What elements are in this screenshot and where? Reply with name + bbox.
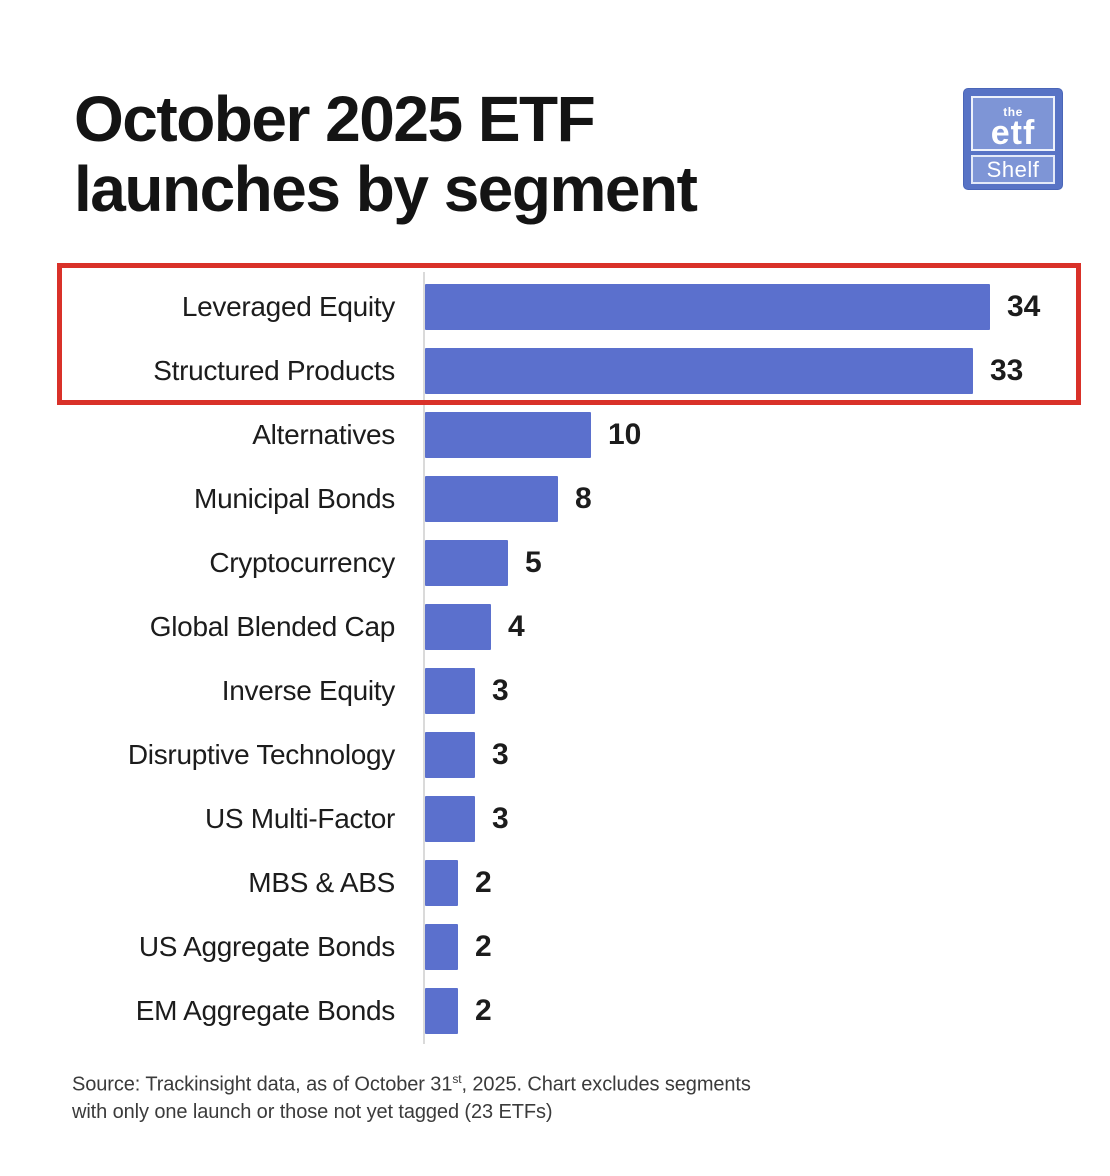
bar-zone: 5 <box>425 540 542 586</box>
chart-row: Leveraged Equity 34 <box>0 275 1110 339</box>
value-label: 2 <box>475 994 492 1027</box>
title-line-2: launches by segment <box>74 153 698 225</box>
chart-row: MBS & ABS 2 <box>0 851 1110 915</box>
logo-the-text: the <box>1003 105 1023 119</box>
chart-row: US Multi-Factor 3 <box>0 787 1110 851</box>
bar-chart: Leveraged Equity 34 Structured Products 33 A… <box>0 275 1110 1043</box>
bar-zone: 3 <box>425 732 509 778</box>
source-note: Source: Trackinsight data, as of October… <box>72 1066 751 1126</box>
source-text-after-sup: , 2025. Chart excludes segments <box>461 1073 751 1096</box>
bar <box>425 924 458 970</box>
etf-shelf-logo: the etf Shelf <box>963 88 1063 190</box>
category-label: US Aggregate Bonds <box>138 931 395 962</box>
value-label: 34 <box>1007 290 1041 323</box>
bar-zone: 2 <box>425 860 492 906</box>
value-label: 5 <box>525 546 542 579</box>
chart-row: Municipal Bonds 8 <box>0 467 1110 531</box>
category-label: MBS & ABS <box>248 867 395 898</box>
bar-zone: 3 <box>425 796 509 842</box>
bar-zone: 2 <box>425 924 492 970</box>
category-label: Disruptive Technology <box>127 739 395 770</box>
bar <box>425 988 458 1034</box>
bar-zone: 3 <box>425 668 509 714</box>
chart-row: Disruptive Technology 3 <box>0 723 1110 787</box>
bar <box>425 476 558 522</box>
logo-etf-text: etf <box>990 114 1036 152</box>
value-label: 10 <box>608 418 642 451</box>
bar-zone: 8 <box>425 476 592 522</box>
chart-row: Inverse Equity 3 <box>0 659 1110 723</box>
bar-zone: 10 <box>425 412 641 458</box>
logo-shelf-text: Shelf <box>971 155 1055 184</box>
bar <box>425 540 508 586</box>
bar-zone: 4 <box>425 604 525 650</box>
value-label: 8 <box>575 482 592 515</box>
category-label: Structured Products <box>153 355 395 386</box>
category-label: EM Aggregate Bonds <box>135 995 396 1026</box>
bar <box>425 796 475 842</box>
category-label: US Multi-Factor <box>205 803 395 834</box>
category-label: Leveraged Equity <box>181 291 395 322</box>
category-label: Municipal Bonds <box>194 483 395 514</box>
source-text-before-sup: Source: Trackinsight data, as of October… <box>72 1073 453 1096</box>
source-superscript: st <box>452 1072 462 1086</box>
chart-row: US Aggregate Bonds 2 <box>0 915 1110 979</box>
category-label: Global Blended Cap <box>149 611 396 642</box>
value-label: 3 <box>492 674 509 707</box>
axis-line <box>423 272 425 1044</box>
value-label: 2 <box>475 866 492 899</box>
title-line-1: October 2025 ETF <box>74 83 596 155</box>
chart-row: Global Blended Cap 4 <box>0 595 1110 659</box>
bar-zone: 34 <box>425 284 1040 330</box>
source-line-1: Source: Trackinsight data, as of October… <box>72 1066 751 1099</box>
bar <box>425 668 475 714</box>
chart-row: Alternatives 10 <box>0 403 1110 467</box>
value-label: 3 <box>492 738 509 771</box>
value-label: 3 <box>492 802 509 835</box>
chart-row: Cryptocurrency 5 <box>0 531 1110 595</box>
bar <box>425 860 458 906</box>
bar <box>425 348 973 394</box>
bar <box>425 284 990 330</box>
value-label: 2 <box>475 930 492 963</box>
bar <box>425 732 475 778</box>
category-label: Cryptocurrency <box>209 547 395 578</box>
bar <box>425 604 491 650</box>
bar-zone: 33 <box>425 348 1023 394</box>
bar-zone: 2 <box>425 988 492 1034</box>
source-line-2: with only one launch or those not yet ta… <box>72 1100 553 1123</box>
bar <box>425 412 591 458</box>
chart-row: EM Aggregate Bonds 2 <box>0 979 1110 1043</box>
category-label: Alternatives <box>252 419 395 450</box>
value-label: 4 <box>508 610 525 643</box>
page-title: October 2025 ETF launches by segment <box>74 83 698 225</box>
value-label: 33 <box>990 354 1024 387</box>
chart-row: Structured Products 33 <box>0 339 1110 403</box>
logo-top-box: the etf <box>971 96 1055 151</box>
category-label: Inverse Equity <box>221 675 396 706</box>
